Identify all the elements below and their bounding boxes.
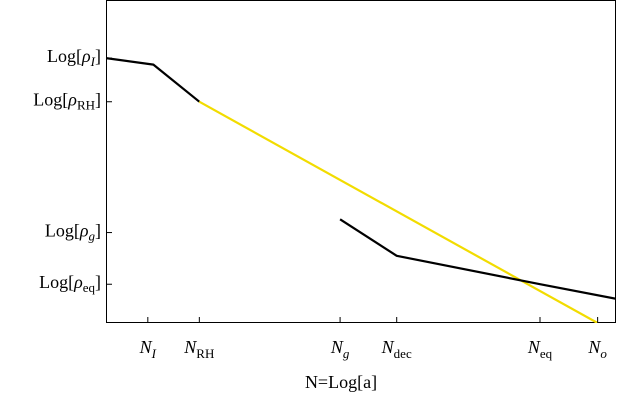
x-tick-label-4: Ndec [381,337,412,361]
series-line-2 [198,100,599,323]
x-tick-label-1: NI [139,337,157,361]
x-tick-label-6: No [587,337,607,361]
x-tick-label-2: NRH [183,337,214,361]
y-tick-label-2: Log[ρRH] [33,90,101,112]
y-tick-label-4: Log[ρeq] [39,272,101,294]
y-axis-ticks: Log[ρI] Log[ρRH] Log[ρg] Log[ρeq] [33,46,112,295]
series-line-1 [106,57,200,103]
y-tick-label-1: Log[ρI] [47,46,101,68]
x-axis-ticks: NI NRH Ng Ndec Neq No [139,317,607,361]
x-tick-label-3: Ng [330,337,350,361]
series-line-3 [339,218,616,300]
x-tick-label-5: Neq [527,337,553,361]
y-tick-label-3: Log[ρg] [45,221,101,243]
series-layer [106,57,616,323]
plot-frame [106,0,616,323]
x-axis-title: N=Log[a] [305,372,377,392]
